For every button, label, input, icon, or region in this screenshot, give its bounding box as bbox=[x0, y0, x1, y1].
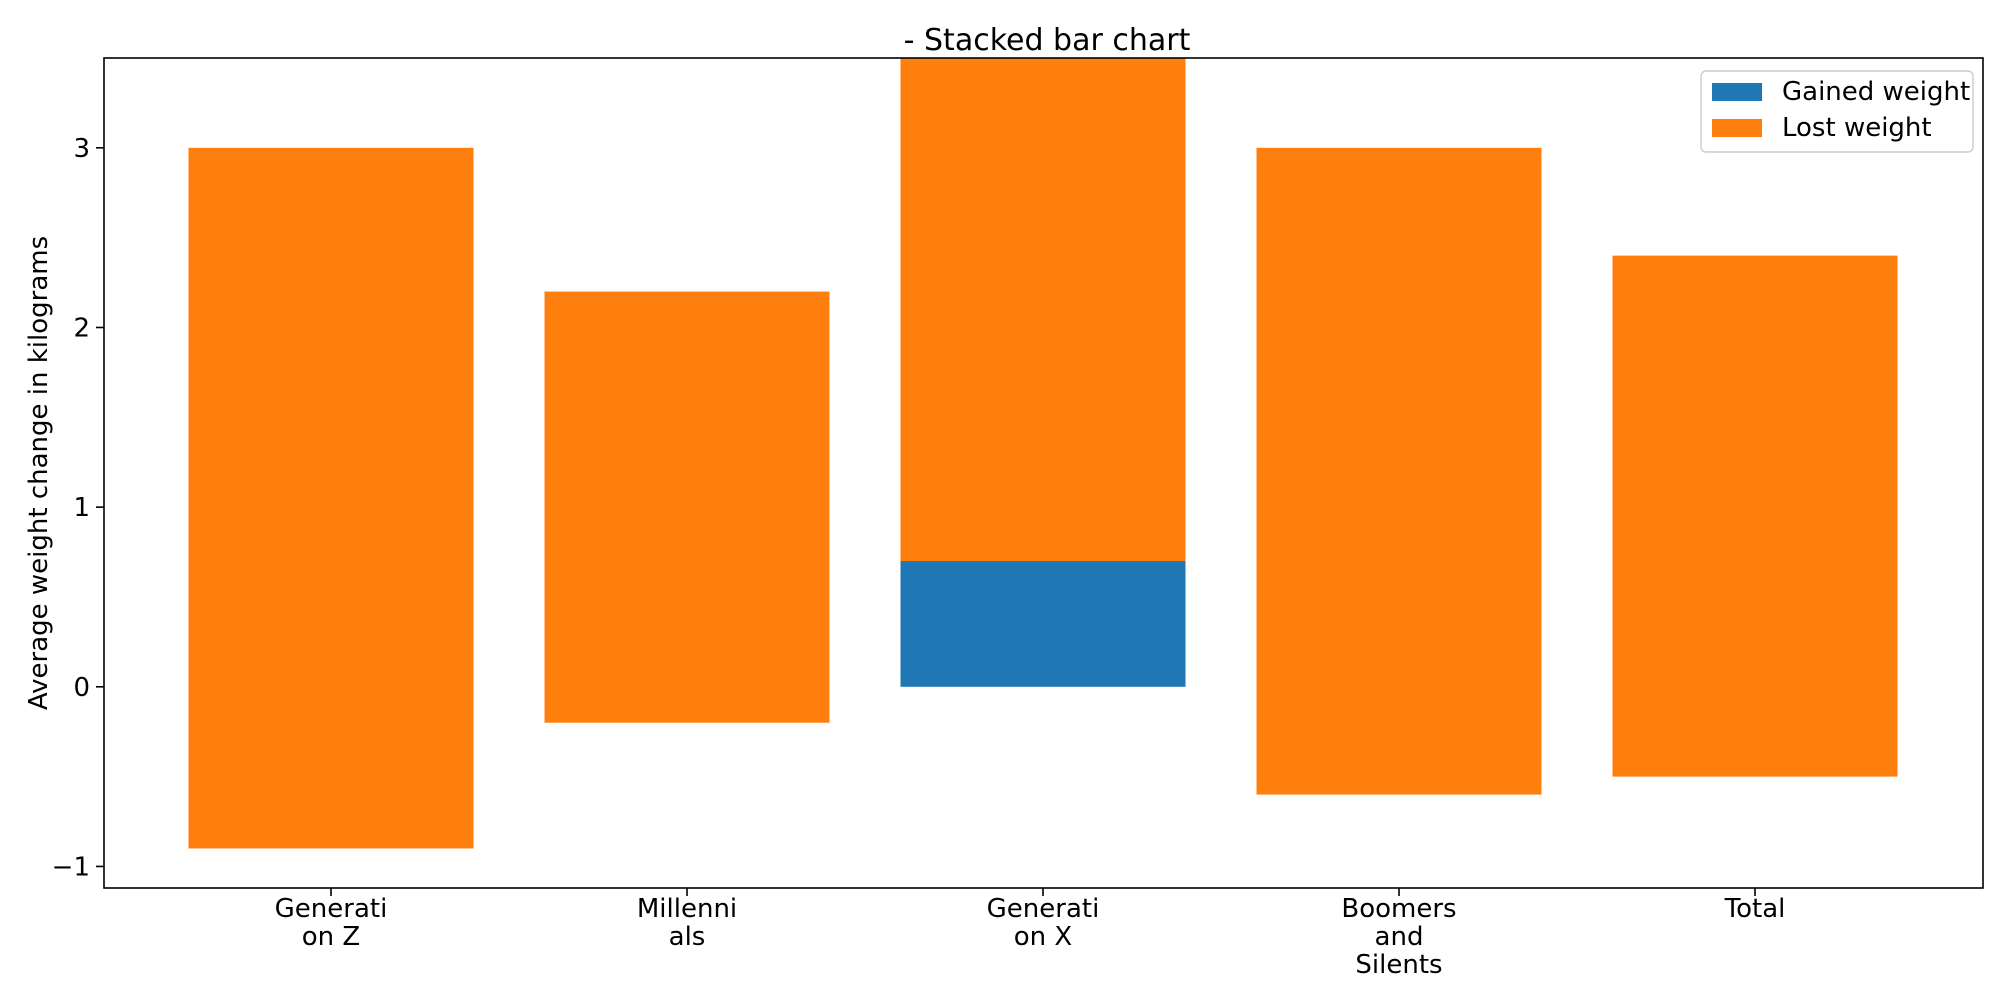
legend-label-lost-weight: Lost weight bbox=[1782, 113, 1932, 143]
x-tick-label: Generati bbox=[987, 894, 1100, 924]
x-tick-label: Total bbox=[1724, 894, 1786, 924]
chart-title: - Stacked bar chart bbox=[904, 23, 1191, 58]
bar-lost-weight-4 bbox=[1612, 255, 1898, 777]
legend-label-gained-weight: Gained weight bbox=[1782, 77, 1970, 107]
bar-lost-weight-1 bbox=[544, 291, 830, 723]
legend-swatch-lost-weight bbox=[1712, 119, 1762, 137]
y-axis: −1 0 1 2 3 bbox=[52, 134, 104, 882]
bar-lost-weight-3 bbox=[1256, 147, 1542, 795]
bar-gained-weight-2 bbox=[900, 561, 1186, 687]
y-tick-label: 2 bbox=[73, 313, 90, 343]
x-tick-label: on Z bbox=[302, 922, 360, 952]
bar-lost-weight-2 bbox=[900, 58, 1186, 562]
x-tick-label: Millenni bbox=[637, 894, 737, 924]
legend: Gained weight Lost weight bbox=[1700, 70, 1974, 153]
x-tick-label: on X bbox=[1014, 922, 1072, 952]
y-axis-label: Average weight change in kilograms bbox=[24, 236, 54, 710]
legend-swatch-gained-weight bbox=[1712, 83, 1762, 101]
x-tick-label: and bbox=[1375, 922, 1424, 952]
x-tick-label: als bbox=[669, 922, 706, 952]
x-tick-label: Boomers bbox=[1341, 894, 1456, 924]
y-tick-label: −1 bbox=[52, 852, 90, 882]
bars-layer bbox=[188, 58, 1898, 849]
y-tick-label: 1 bbox=[73, 493, 90, 523]
y-tick-label: 3 bbox=[73, 134, 90, 164]
x-tick-label: Silents bbox=[1355, 950, 1442, 980]
x-tick-label: Generati bbox=[275, 894, 388, 924]
plot-area-frame bbox=[103, 57, 1984, 889]
bar-lost-weight-0 bbox=[188, 147, 474, 849]
y-tick-label: 0 bbox=[73, 673, 90, 703]
legend-box bbox=[1700, 70, 1974, 153]
